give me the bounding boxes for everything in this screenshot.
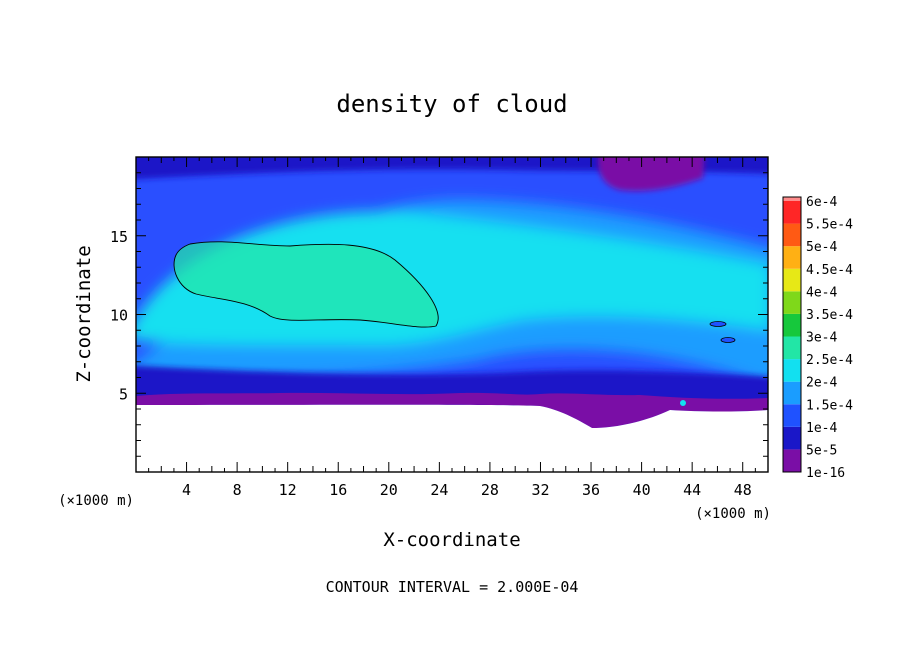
colorbar-swatch (783, 359, 801, 382)
colorbar-label: 1.5e-4 (806, 398, 853, 413)
y-tick-label: 5 (119, 385, 128, 403)
x-tick-label: 28 (481, 481, 499, 499)
chart-title: density of cloud (336, 90, 567, 118)
colorbar-swatch (783, 223, 801, 247)
colorbar-swatch (783, 201, 801, 224)
upper-dry-patch (598, 157, 705, 192)
colorbar-swatch (783, 449, 801, 472)
colorbar-label: 5e-4 (806, 240, 837, 255)
x-tick-label: 44 (683, 481, 701, 499)
main-core-fill (174, 241, 439, 328)
y-tick-label: 10 (110, 307, 128, 325)
colorbar-swatch-top (783, 197, 801, 201)
colorbar-label: 3.5e-4 (806, 308, 853, 323)
colorbar-label: 2.5e-4 (806, 353, 853, 368)
small-contour-a (709, 321, 727, 327)
colorbar-swatch (783, 313, 801, 337)
x-tick-label: 24 (430, 481, 448, 499)
contour-interval-note: CONTOUR INTERVAL = 2.000E-04 (326, 578, 579, 596)
x-tick-label: 40 (633, 481, 651, 499)
colorbar-label: 4.5e-4 (806, 263, 853, 278)
colorbar-swatch (783, 404, 801, 427)
x-tick-label: 16 (329, 481, 347, 499)
colorbar-label: 5e-5 (806, 443, 837, 458)
x-axis-label: X-coordinate (383, 529, 520, 551)
y-axis-label: Z-coordinate (73, 245, 95, 382)
colorbar: 1e-16 5e-5 1e-4 1.5e-4 2e-4 2.5e-4 3e-4 3.5e-4 4… (782, 195, 853, 481)
colorbar-swatch (783, 291, 801, 314)
colorbar-label: 3e-4 (806, 331, 837, 346)
x-unit-label: (×1000 m) (695, 506, 771, 522)
x-tick-label: 8 (233, 481, 242, 499)
y-tick-label: 15 (110, 228, 128, 246)
x-tick-label: 20 (380, 481, 398, 499)
x-tick-label: 12 (279, 481, 297, 499)
main-core-contour (173, 241, 439, 328)
colorbar-swatch (783, 246, 801, 269)
small-contour-b (720, 337, 736, 343)
colorbar-swatch (783, 336, 801, 360)
colorbar-label: 4e-4 (806, 285, 837, 300)
x-axis-ticks: 4 8 12 16 20 24 28 32 36 40 44 48 (148, 157, 756, 499)
y-unit-label: (×1000 m) (58, 493, 134, 509)
y-axis-ticks: 5 10 15 (110, 172, 768, 457)
colorbar-label: 1e-4 (806, 421, 837, 436)
colorbar-frame (782, 196, 802, 473)
colorbar-label: 2e-4 (806, 376, 837, 391)
x-tick-label: 36 (582, 481, 600, 499)
colorbar-label: 6e-4 (806, 195, 837, 210)
colorbar-swatch (783, 268, 801, 292)
cloud-base-band (136, 392, 768, 428)
colorbar-label: 5.5e-4 (806, 218, 853, 233)
x-tick-label: 48 (734, 481, 752, 499)
plot-area (136, 157, 768, 472)
colorbar-label: 1e-16 (806, 466, 845, 481)
bright-spot (680, 400, 686, 406)
colorbar-swatch (783, 426, 801, 450)
x-tick-label: 4 (182, 481, 191, 499)
x-tick-label: 32 (531, 481, 549, 499)
below-cloud-clear (136, 404, 768, 472)
colorbar-swatch (783, 381, 801, 405)
